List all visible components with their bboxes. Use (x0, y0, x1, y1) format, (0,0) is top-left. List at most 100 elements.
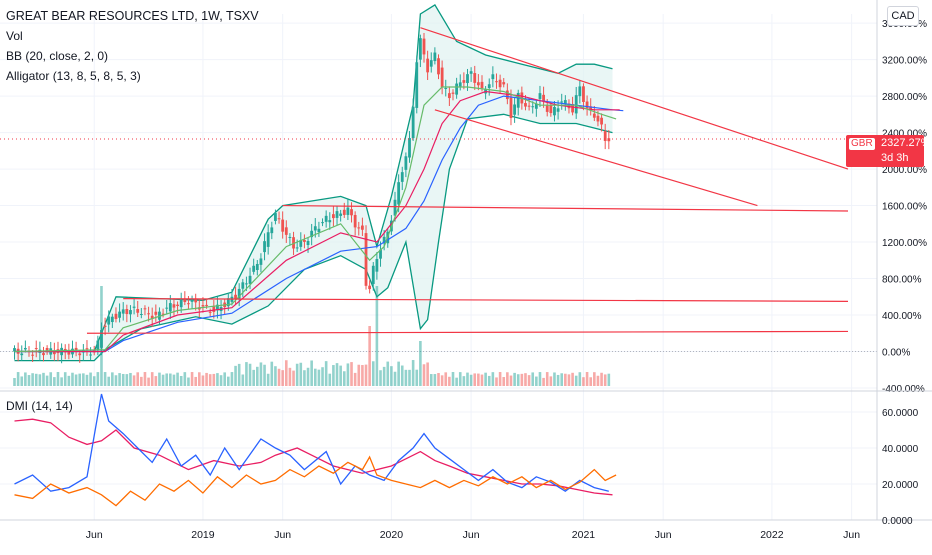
volume-bar (469, 374, 473, 386)
volume-bar (237, 363, 241, 386)
volume-bar (194, 376, 197, 386)
candle-body (538, 93, 542, 99)
volume-bar (121, 373, 125, 386)
candle-body (288, 236, 292, 238)
candle-body (422, 38, 426, 55)
dmi-legend: DMI (14, 14) (6, 399, 73, 413)
volume-bar (125, 374, 129, 386)
dmi-axis: 60.0000 40.0000 20.0000 0.0000 (882, 408, 919, 527)
candle-body (237, 288, 241, 299)
candle-body (462, 80, 466, 83)
candle-body (451, 92, 455, 94)
volume-bar (172, 374, 176, 386)
volume-bar (161, 374, 165, 386)
time-tick-label: Jun (86, 529, 103, 541)
volume-bar (545, 372, 549, 386)
candle-body (216, 304, 219, 311)
price-tick-label: 2800.00% (882, 92, 927, 103)
candle-body (20, 353, 24, 356)
candle-body (118, 311, 121, 318)
candle-body (31, 354, 35, 356)
volume-bar (429, 374, 433, 386)
volume-bar (556, 374, 560, 386)
candle-body (143, 308, 147, 310)
volume-bar (303, 370, 306, 386)
legend-alligator: Alligator (13, 8, 5, 8, 5, 3) (6, 69, 141, 83)
volume-bar (339, 365, 342, 386)
candle-body (328, 220, 332, 223)
candle-body (433, 52, 437, 62)
volume-bar (549, 376, 553, 386)
volume-bar (78, 373, 82, 386)
candle-body (364, 233, 368, 286)
candle-body (165, 307, 169, 309)
volume-bar (252, 369, 255, 386)
volume-bar (313, 368, 317, 386)
time-tick-label: Jun (843, 529, 860, 541)
volume-bar (491, 372, 495, 386)
volume-bar (118, 373, 121, 386)
candle-body (513, 104, 517, 115)
candle-body (553, 106, 556, 116)
volume-bar (274, 366, 277, 386)
volume-bar (495, 377, 498, 386)
candle-body (382, 236, 386, 244)
volume-bar (266, 373, 270, 386)
volume-bar (140, 376, 143, 386)
volume-bar (85, 374, 89, 386)
candle-body (96, 340, 100, 350)
price-tick-label: 1600.00% (882, 202, 927, 213)
candle-body (585, 101, 589, 109)
candle-body (578, 86, 582, 97)
volume-bar (542, 377, 545, 386)
candle-body (313, 226, 317, 231)
volume-bar (466, 372, 469, 386)
candle-body (42, 353, 45, 356)
volume-bar (143, 372, 147, 386)
volume-bar (187, 377, 190, 386)
candle-body (567, 103, 571, 109)
volume-bar (433, 374, 437, 386)
volume-bar (256, 366, 259, 386)
candle-body (516, 92, 520, 108)
candle-body (418, 38, 422, 60)
dmi-adx-line (14, 418, 613, 496)
volume-bar (455, 377, 458, 386)
candle-body (284, 227, 288, 235)
candle-body (321, 222, 324, 224)
volume-bar (34, 373, 38, 386)
volume-bar (306, 367, 310, 386)
candle-body (480, 81, 484, 89)
currency-button[interactable]: CAD (887, 6, 919, 26)
volume-bar (158, 372, 161, 386)
candle-body (549, 104, 553, 114)
volume-bar (277, 368, 281, 386)
candle-body (589, 106, 593, 110)
volume-bar (397, 361, 400, 386)
candle-body (476, 82, 480, 86)
alligator-lips-line (14, 86, 617, 353)
volume-bar (578, 372, 582, 386)
volume-bar (49, 372, 53, 386)
volume-bar (321, 367, 324, 386)
candle-body (455, 83, 459, 95)
volume-bar (71, 372, 74, 386)
candle-body (466, 74, 469, 84)
legend-vol: Vol (6, 29, 23, 43)
candle-body (67, 351, 71, 355)
volume-bar (201, 375, 205, 386)
candle-body (360, 225, 364, 230)
volume-bar (473, 373, 477, 386)
candle-body (255, 263, 259, 271)
candle-body (241, 282, 245, 289)
volume-bar (107, 376, 111, 386)
candle-body (563, 100, 567, 104)
volume-bar (408, 369, 411, 386)
bollinger-fill (14, 4, 613, 361)
badge-value: 2327.27% (881, 137, 931, 149)
candle-body (194, 298, 198, 303)
volume-bar (24, 372, 27, 386)
candle-body (335, 211, 339, 218)
